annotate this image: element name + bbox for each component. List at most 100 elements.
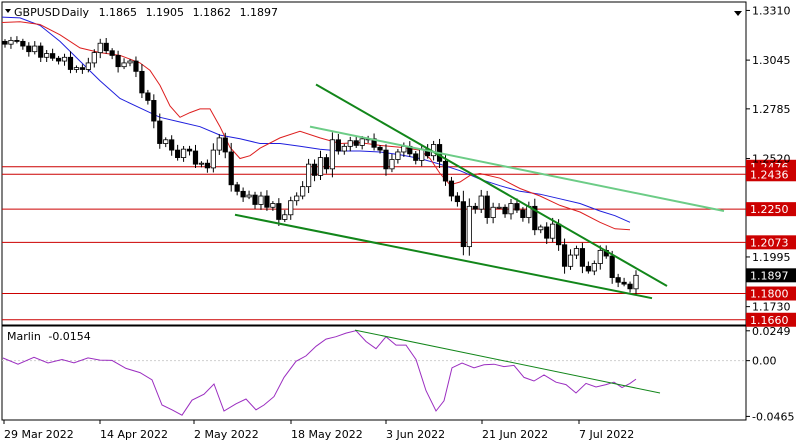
candle [216, 134, 222, 155]
candle [109, 48, 115, 60]
candle-body [216, 137, 222, 151]
candle-body [442, 160, 449, 182]
candle [591, 260, 597, 276]
candle-body [597, 249, 603, 264]
date-tick-label: 18 May 2022 [291, 428, 363, 441]
candle-body [8, 40, 14, 45]
candle [139, 64, 145, 99]
trendlines [234, 83, 725, 300]
candle-body [466, 205, 472, 248]
candle-body [169, 139, 175, 151]
candle-body [91, 52, 97, 64]
ohlc-low: 1.1862 [193, 6, 232, 19]
candle [472, 202, 478, 214]
oscillator-value: -0.0154 [48, 330, 90, 343]
candle [204, 159, 210, 173]
candle [55, 55, 62, 65]
symbol-label: GBPUSDDaily 1.1865 1.1905 1.1862 1.1897 [14, 6, 278, 19]
candle-body [389, 159, 395, 170]
candle-body [228, 151, 234, 186]
candle [520, 207, 526, 222]
candle-body [115, 55, 121, 68]
candle [8, 36, 14, 49]
oscillator-trendline[interactable] [354, 329, 661, 394]
candle-body [627, 283, 633, 290]
candle [532, 198, 538, 236]
level-price-label: 1.2436 [750, 168, 789, 181]
trendline[interactable] [315, 83, 668, 287]
candle [169, 135, 175, 156]
candle [305, 158, 312, 194]
price-tick-label: 1.2785 [752, 103, 791, 116]
price-tick-label: 1.1730 [752, 301, 791, 314]
candle [466, 198, 472, 256]
symbol-menu-icon[interactable] [5, 9, 11, 13]
candle-body [186, 148, 193, 152]
candle-body [85, 62, 91, 70]
oscillator-line [2, 330, 637, 416]
candle [85, 57, 91, 73]
candle [544, 222, 550, 245]
date-tick-label: 3 Jun 2022 [386, 428, 445, 441]
candle-body [401, 145, 407, 153]
candle-body [585, 265, 591, 272]
candle [264, 190, 270, 211]
candle-body [151, 100, 157, 122]
level-price-tag [746, 312, 796, 327]
candle [79, 64, 85, 74]
candle-body [484, 195, 490, 218]
date-tick-label: 2 May 2022 [194, 428, 259, 441]
candle [413, 150, 419, 165]
candle-body [198, 162, 205, 165]
candle-body [210, 149, 216, 169]
oscillator-tick-label: 0.0249 [752, 325, 791, 338]
candle-body [103, 42, 109, 52]
candle [186, 145, 193, 156]
candle [478, 189, 484, 213]
candle [252, 191, 258, 209]
candle [329, 132, 336, 178]
candle-body [478, 195, 484, 210]
candle [550, 217, 556, 243]
candle-body [317, 157, 324, 176]
candle-body [419, 148, 425, 161]
candle [14, 36, 20, 44]
candle [294, 192, 300, 206]
level-price-tag [746, 167, 796, 182]
candle-body [14, 40, 20, 42]
candle [270, 201, 276, 211]
candle [335, 133, 341, 155]
candle [73, 65, 80, 73]
scroll-left-arrow-icon[interactable] [734, 11, 742, 16]
candle-body [32, 45, 38, 53]
candle [246, 190, 252, 200]
candle [151, 94, 157, 129]
candle [454, 192, 461, 207]
trendline[interactable] [309, 125, 725, 213]
candle-body [573, 248, 580, 256]
candle-body [61, 56, 68, 62]
price-tick-label: 1.2520 [752, 153, 791, 166]
trendline[interactable] [234, 213, 653, 300]
candle [579, 242, 586, 274]
candle-body [270, 203, 276, 208]
candle-body [490, 206, 496, 218]
candle [163, 137, 169, 148]
candle-body [264, 195, 270, 208]
candle [317, 150, 324, 180]
candle-body [341, 145, 347, 152]
candle-body [413, 153, 419, 161]
candle [115, 50, 121, 73]
candle-body [561, 244, 568, 267]
candle [383, 144, 389, 176]
symbol-name: GBPUSD [14, 6, 60, 19]
candle [377, 144, 383, 154]
candle [508, 198, 514, 220]
candle-body [544, 226, 550, 239]
candle [496, 203, 502, 210]
axes: 1.24761.24361.22501.20731.18001.16601.33… [3, 4, 796, 441]
candle-body [44, 53, 50, 58]
candle [573, 245, 580, 260]
candle-body [252, 194, 258, 205]
